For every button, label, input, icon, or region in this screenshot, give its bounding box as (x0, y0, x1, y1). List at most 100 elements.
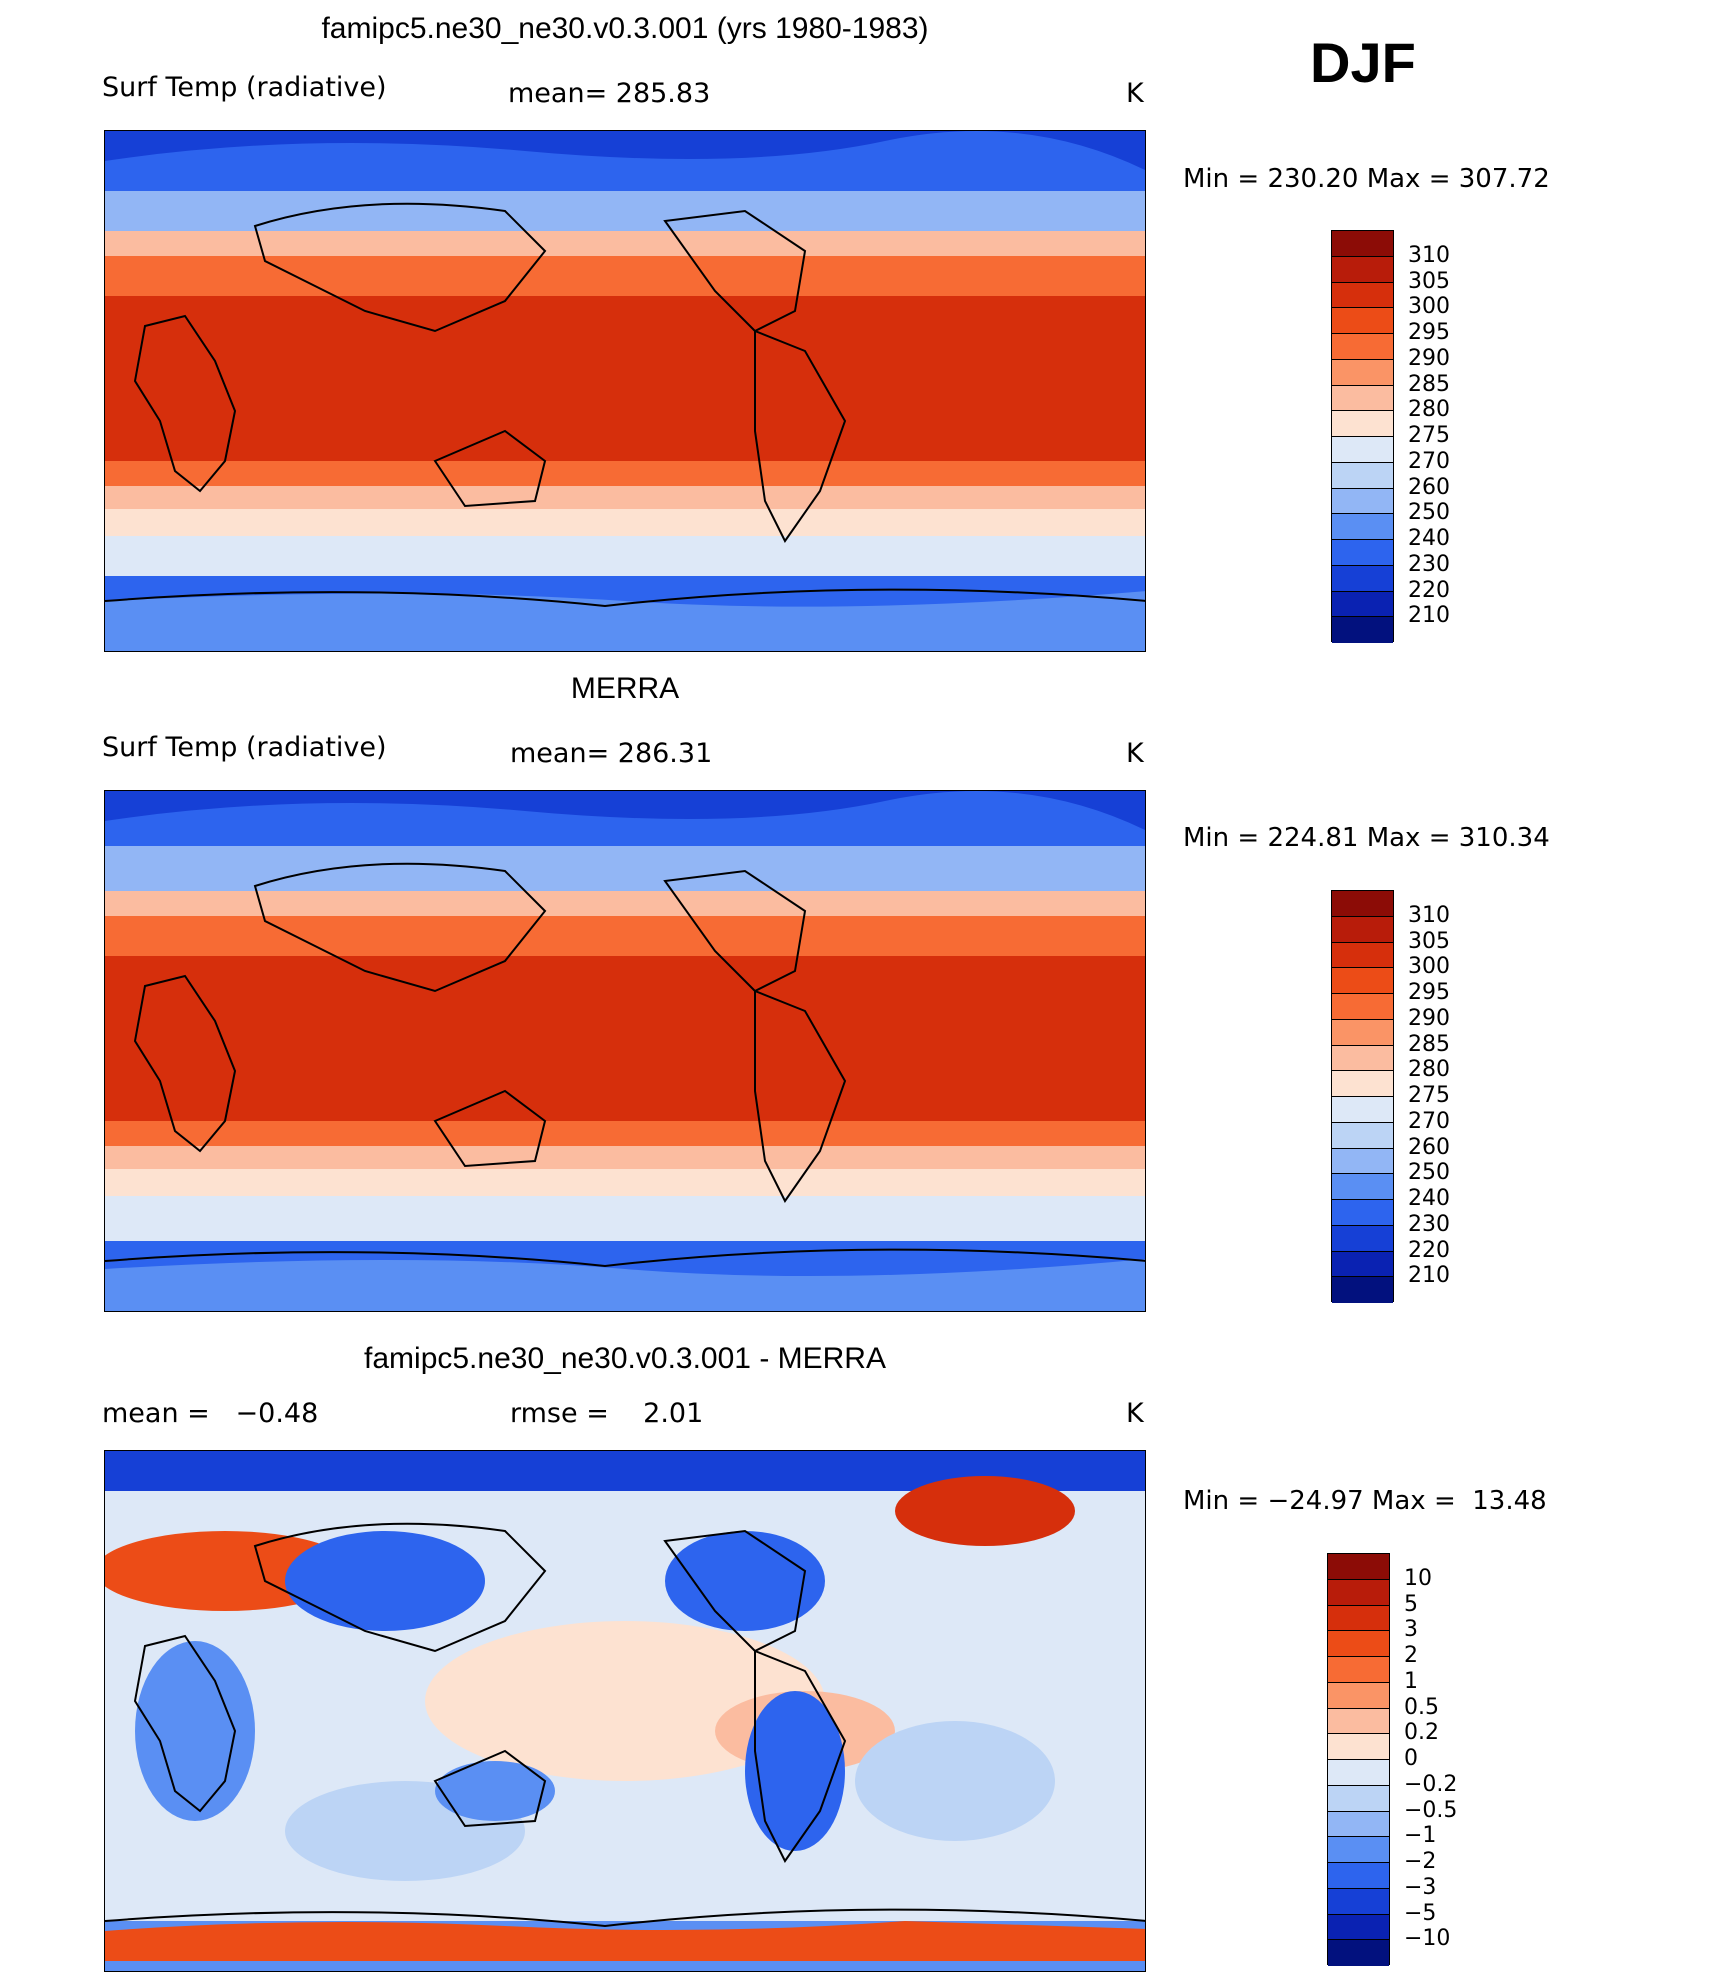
colorbar-obs (1331, 890, 1394, 1303)
colorbar-model-swatch (1332, 231, 1393, 257)
colorbar-obs-label: 275 (1408, 1083, 1450, 1108)
mean-label-obs: mean= 286.31 (510, 738, 713, 769)
colorbar-model-label: 220 (1408, 577, 1450, 603)
colorbar-diff-swatch (1328, 1760, 1389, 1786)
colorbar-obs-label: 305 (1408, 928, 1450, 954)
colorbar-diff-label: −0.5 (1404, 1797, 1458, 1823)
colorbar-obs-swatch (1332, 1174, 1393, 1200)
colorbar-obs-label: 280 (1408, 1057, 1450, 1083)
colorbar-diff-label: 5 (1404, 1591, 1418, 1617)
minmax-label-diff: Min = −24.97 Max = 13.48 (1183, 1486, 1547, 1516)
colorbar-model-swatch (1332, 462, 1393, 489)
colorbar-diff-swatch (1328, 1863, 1389, 1889)
colorbar-obs-label: 270 (1408, 1108, 1450, 1134)
colorbar-diff-label: −0.2 (1404, 1771, 1458, 1797)
colorbar-diff-swatch (1328, 1579, 1389, 1606)
map-diff (104, 1450, 1146, 1972)
colorbar-diff (1327, 1553, 1390, 1966)
colorbar-model-label: 300 (1408, 294, 1450, 320)
mean-label-diff: mean = −0.48 (102, 1398, 319, 1429)
colorbar-obs-swatch (1332, 942, 1393, 969)
map-diff-field (105, 1451, 1145, 1971)
colorbar-obs-label: 260 (1408, 1134, 1450, 1160)
colorbar-obs-swatch (1332, 891, 1393, 917)
map-model (104, 130, 1146, 652)
colorbar-obs-swatch (1332, 1019, 1393, 1046)
colorbar-obs-label: 310 (1408, 902, 1450, 928)
colorbar-model-swatch (1332, 334, 1393, 360)
colorbar-model-label: 230 (1408, 551, 1450, 577)
colorbar-model-label: 305 (1408, 268, 1450, 294)
colorbar-obs-label: 300 (1408, 954, 1450, 980)
colorbar-model-swatch (1332, 308, 1393, 334)
colorbar-diff-label: −3 (1404, 1874, 1437, 1900)
colorbar-model-swatch (1332, 617, 1393, 643)
map-model-field (105, 131, 1145, 651)
colorbar-obs-swatch (1332, 1122, 1393, 1149)
colorbar-model (1331, 230, 1394, 643)
colorbar-diff-swatch (1328, 1785, 1389, 1812)
colorbar-diff-label: 0 (1404, 1746, 1418, 1771)
colorbar-diff-swatch (1328, 1837, 1389, 1863)
map-obs-field (105, 791, 1145, 1311)
units-label-diff: K (1126, 1398, 1144, 1429)
colorbar-diff-swatch (1328, 1605, 1389, 1632)
colorbar-model-swatch (1332, 282, 1393, 309)
colorbar-model-swatch (1332, 359, 1393, 386)
colorbar-diff-swatch (1328, 1657, 1389, 1683)
colorbar-obs-swatch (1332, 968, 1393, 994)
colorbar-obs-label: 290 (1408, 1005, 1450, 1031)
colorbar-model-swatch (1332, 256, 1393, 283)
colorbar-diff-label: 10 (1404, 1565, 1432, 1591)
colorbar-model-label: 250 (1408, 500, 1450, 526)
colorbar-obs-label: 295 (1408, 980, 1450, 1005)
colorbar-obs-label: 285 (1408, 1031, 1450, 1057)
colorbar-obs-label: 250 (1408, 1160, 1450, 1186)
colorbar-obs-swatch (1332, 1097, 1393, 1123)
panel-title-model: famipc5.ne30_ne30.v0.3.001 (yrs 1980-198… (321, 12, 929, 45)
colorbar-model-label: 290 (1408, 345, 1450, 371)
colorbar-model-label: 310 (1408, 242, 1450, 268)
season-label: DJF (1310, 31, 1416, 94)
colorbar-obs-label: 240 (1408, 1186, 1450, 1211)
colorbar-diff-swatch (1328, 1631, 1389, 1657)
map-obs (104, 790, 1146, 1312)
colorbar-model-label: 260 (1408, 474, 1450, 500)
colorbar-obs-swatch (1332, 1200, 1393, 1226)
colorbar-diff-swatch (1328, 1940, 1389, 1966)
colorbar-diff-label: 3 (1404, 1617, 1418, 1643)
colorbar-obs-label: 210 (1408, 1263, 1450, 1289)
colorbar-model-label: 210 (1408, 603, 1450, 629)
colorbar-obs-swatch (1332, 1045, 1393, 1072)
colorbar-model-swatch (1332, 437, 1393, 463)
colorbar-model-swatch (1332, 411, 1393, 437)
colorbar-model-label: 285 (1408, 371, 1450, 397)
colorbar-obs-swatch (1332, 916, 1393, 943)
colorbar-obs-swatch (1332, 1071, 1393, 1097)
colorbar-obs-swatch (1332, 994, 1393, 1020)
rmse-label-diff: rmse = 2.01 (510, 1398, 704, 1429)
colorbar-model-swatch (1332, 385, 1393, 412)
colorbar-diff-label: −5 (1404, 1900, 1437, 1926)
colorbar-diff-swatch (1328, 1914, 1389, 1941)
colorbar-model-label: 280 (1408, 397, 1450, 423)
colorbar-model-swatch (1332, 514, 1393, 540)
colorbar-diff-label: 0.5 (1404, 1694, 1439, 1720)
colorbar-model-label: 275 (1408, 423, 1450, 448)
colorbar-diff-swatch (1328, 1682, 1389, 1709)
colorbar-diff-label: −2 (1404, 1849, 1437, 1874)
colorbar-diff-label: 0.2 (1404, 1720, 1439, 1746)
colorbar-model-swatch (1332, 488, 1393, 515)
colorbar-diff-label: −10 (1404, 1926, 1451, 1952)
colorbar-model-label: 270 (1408, 448, 1450, 474)
colorbar-diff-label: 2 (1404, 1643, 1418, 1668)
colorbar-obs-swatch (1332, 1148, 1393, 1175)
minmax-label-model: Min = 230.20 Max = 307.72 (1183, 164, 1550, 194)
colorbar-diff-swatch (1328, 1554, 1389, 1580)
colorbar-obs-swatch (1332, 1251, 1393, 1278)
units-label-obs: K (1126, 738, 1144, 769)
colorbar-diff-label: 1 (1404, 1668, 1418, 1694)
colorbar-diff-swatch (1328, 1708, 1389, 1735)
colorbar-diff-swatch (1328, 1888, 1389, 1915)
units-label-model: K (1126, 78, 1144, 109)
